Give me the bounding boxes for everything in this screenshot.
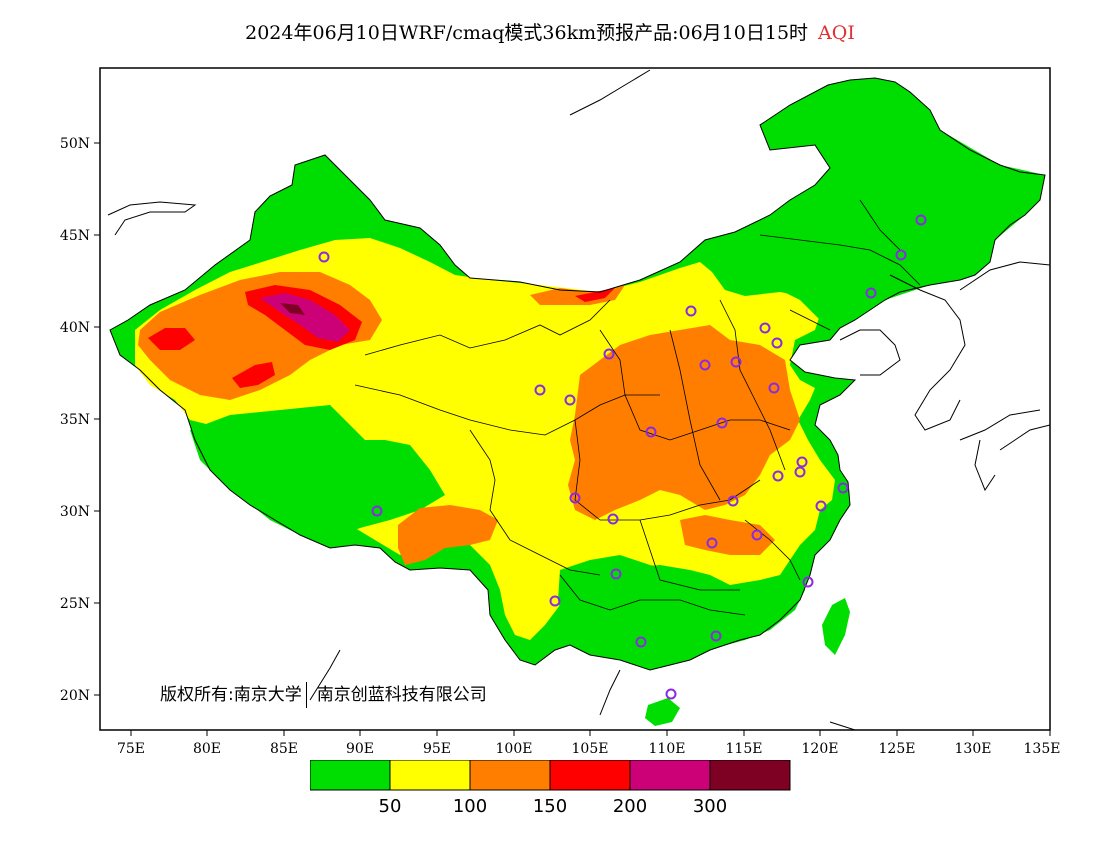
legend-color-bar	[310, 760, 791, 791]
legend-tick-label: 300	[693, 796, 727, 817]
coastline	[107, 69, 1050, 730]
lat-label: 20N	[60, 688, 90, 704]
south-china-green	[558, 555, 805, 668]
title-main: 2024年06月10日WRF/cmaq模式36km预报产品:06月10日15时	[245, 22, 809, 44]
lon-label: 115E	[726, 741, 763, 757]
lat-label: 25N	[60, 596, 90, 612]
map-title: 2024年06月10日WRF/cmaq模式36km预报产品:06月10日15时 A…	[0, 18, 1100, 45]
hainan	[645, 698, 680, 726]
tarim-unhealthy-south	[232, 362, 275, 388]
lon-label: 120E	[802, 741, 839, 757]
northeast-green	[735, 78, 1045, 330]
lon-label: 75E	[117, 741, 145, 757]
legend-tick-label: 100	[453, 796, 487, 817]
lat-label: 40N	[60, 320, 90, 336]
map-frame	[99, 67, 1051, 731]
legend-tick-label: 200	[613, 796, 647, 817]
province-boundaries	[354, 199, 921, 616]
lon-label: 135E	[1024, 741, 1061, 757]
lon-label: 125E	[879, 741, 916, 757]
inner-mongolia-usg	[530, 285, 625, 305]
lon-label: 110E	[649, 741, 686, 757]
lat-labels: 50N 45N 40N 35N 30N 25N 20N	[60, 136, 90, 704]
lon-label: 105E	[572, 741, 609, 757]
china-outline	[109, 77, 1046, 671]
legend-tick-label: 150	[533, 796, 567, 817]
copyright-partner: 南京创蓝科技有限公司	[316, 685, 487, 705]
taiwan	[822, 598, 850, 655]
lat-label: 50N	[60, 136, 90, 152]
legend-color-box	[629, 760, 711, 791]
copyright-owner: 版权所有:南京大学	[160, 685, 302, 705]
lon-labels: 75E 80E 85E 90E 95E 100E 105E 110E 115E …	[117, 741, 1061, 757]
title-variable: AQI	[818, 22, 855, 44]
lat-label: 30N	[60, 504, 90, 520]
legend-color-box	[389, 760, 471, 791]
lon-axis	[130, 730, 1051, 736]
inner-mongolia-unhealthy	[575, 288, 615, 302]
lon-label: 85E	[270, 741, 298, 757]
legend-tick-labels: 50 100 150 200 300	[379, 796, 728, 817]
legend-color-box	[310, 760, 391, 791]
lon-label: 100E	[496, 741, 533, 757]
lat-label: 35N	[60, 412, 90, 428]
tarim-hazardous	[280, 303, 305, 315]
copyright-separator	[305, 682, 307, 708]
tarim-unhealthy-west	[148, 328, 195, 350]
lon-label: 90E	[346, 741, 374, 757]
lat-axis	[94, 142, 100, 696]
copyright-note: 版权所有:南京大学 南京创蓝科技有限公司	[160, 680, 487, 708]
aqi-legend: 50 100 150 200 300	[310, 760, 791, 817]
lon-label: 80E	[193, 741, 221, 757]
tibet-green	[190, 405, 445, 540]
lon-label: 130E	[955, 741, 992, 757]
legend-tick-label: 50	[379, 796, 402, 817]
lon-label: 95E	[423, 741, 451, 757]
legend-color-box	[469, 760, 551, 791]
lat-label: 45N	[60, 228, 90, 244]
station-circles	[318, 214, 927, 700]
map-content	[107, 69, 1050, 730]
sichuan-usg	[398, 505, 498, 565]
legend-color-box	[709, 760, 791, 791]
legend-color-box	[549, 760, 631, 791]
